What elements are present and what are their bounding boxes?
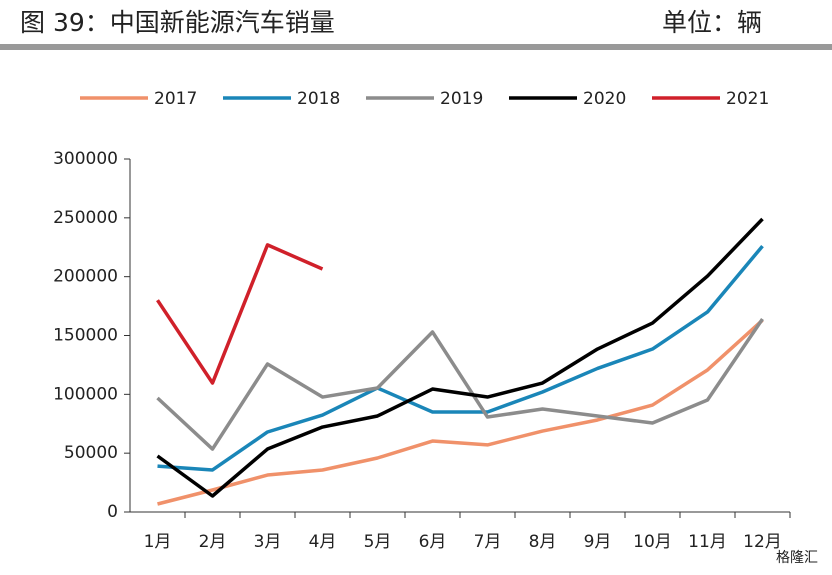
y-tick-label: 250000: [53, 208, 118, 228]
x-tick-label: 2月: [199, 532, 227, 552]
series-line: [156, 243, 324, 385]
y-tick-label: 300000: [53, 149, 118, 169]
legend-label: 2018: [297, 89, 340, 109]
y-tick-label: 50000: [64, 443, 118, 463]
legend-label: 2019: [440, 89, 483, 109]
series-line: [157, 318, 764, 506]
legend-label: 2021: [726, 89, 769, 109]
y-tick-label: 100000: [53, 384, 118, 404]
series-line: [157, 244, 764, 472]
y-tick-label: 0: [107, 502, 118, 522]
x-tick-label: 5月: [364, 532, 392, 552]
legend-label: 2020: [583, 89, 626, 109]
y-tick-label: 150000: [53, 326, 118, 346]
watermark: 格隆汇: [776, 550, 818, 566]
x-tick-label: 1月: [144, 532, 172, 552]
x-tick-label: 9月: [584, 532, 612, 552]
x-tick-label: 3月: [254, 532, 282, 552]
x-tick-label: 4月: [309, 532, 337, 552]
legend-label: 2017: [154, 89, 197, 109]
x-tick-label: 12月: [743, 532, 782, 552]
x-tick-label: 11月: [688, 532, 727, 552]
x-tick-label: 6月: [419, 532, 447, 552]
x-tick-label: 7月: [474, 532, 502, 552]
x-tick-label: 10月: [633, 532, 672, 552]
unit-label: 单位：辆: [662, 8, 762, 37]
chart-title: 图 39：中国新能源汽车销量: [20, 8, 335, 37]
series-line: [156, 217, 764, 498]
header-rule: [0, 44, 832, 50]
y-tick-label: 200000: [53, 267, 118, 287]
x-tick-label: 8月: [529, 532, 557, 552]
series-line: [156, 318, 764, 451]
